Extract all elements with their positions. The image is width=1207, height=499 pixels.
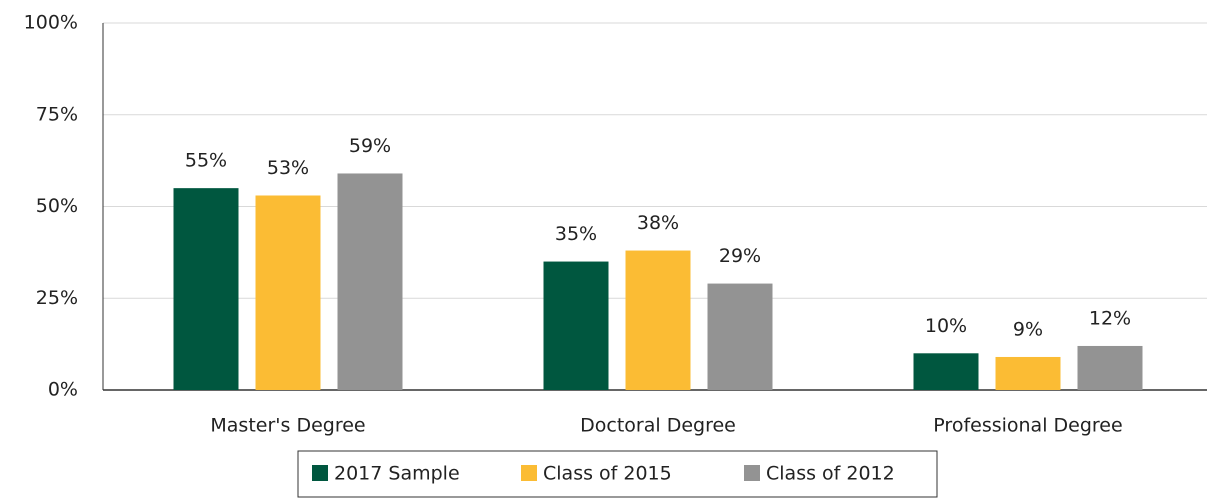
x-tick-label: Doctoral Degree: [580, 415, 736, 437]
data-label: 12%: [1089, 307, 1131, 329]
bar: [173, 188, 239, 390]
bar: [255, 195, 321, 390]
x-tick-label: Professional Degree: [933, 415, 1122, 437]
y-tick-label: 50%: [36, 195, 78, 217]
y-tick-label: 0%: [48, 379, 78, 401]
y-tick-label: 25%: [36, 287, 78, 309]
legend-label: 2017 Sample: [334, 463, 460, 485]
legend-swatch: [744, 465, 760, 481]
x-tick-label: Master's Degree: [210, 415, 365, 437]
legend-label: Class of 2015: [543, 463, 672, 485]
y-tick-label: 100%: [24, 12, 78, 34]
legend-box: [297, 450, 938, 498]
data-label: 9%: [1013, 318, 1043, 340]
data-label: 55%: [185, 150, 227, 172]
legend-swatch: [521, 465, 537, 481]
data-label: 59%: [349, 135, 391, 157]
y-tick-label: 75%: [36, 103, 78, 125]
data-label: 35%: [555, 223, 597, 245]
data-label: 38%: [637, 212, 679, 234]
data-label: 53%: [267, 157, 309, 179]
legend-label: Class of 2012: [766, 463, 895, 485]
bar: [625, 250, 691, 390]
bar: [995, 356, 1061, 390]
bar: [913, 353, 979, 390]
bar: [543, 261, 609, 390]
data-label: 29%: [719, 245, 761, 267]
bar: [1077, 345, 1143, 390]
data-label: 10%: [925, 315, 967, 337]
legend-swatch: [312, 465, 328, 481]
bar: [707, 283, 773, 390]
bar: [337, 173, 403, 390]
